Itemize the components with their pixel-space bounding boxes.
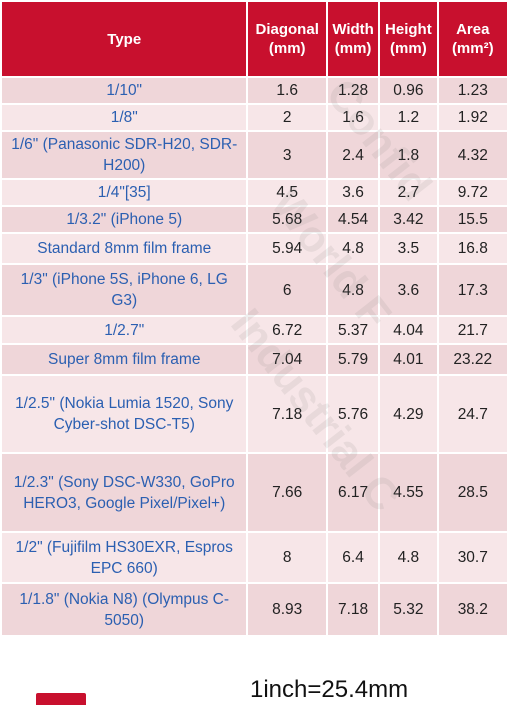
cell-height: 2.7 (380, 180, 437, 205)
cell-diagonal: 2 (248, 105, 326, 130)
cell-area: 23.22 (438, 345, 507, 374)
cell-type: 1/2.5" (Nokia Lumia 1520, Sony Cyber-sho… (2, 376, 247, 452)
cell-diagonal: 4.5 (248, 180, 326, 205)
table-row: 1/2.3" (Sony DSC-W330, GoPro HERO3, Goog… (2, 454, 507, 531)
cell-width: 4.8 (327, 234, 379, 263)
cell-type: 1/6" (Panasonic SDR-H20, SDR-H200) (2, 132, 247, 178)
cell-type: 1/1.8" (Nokia N8) (Olympus C-5050) (2, 584, 247, 635)
cell-diagonal: 8 (248, 533, 326, 582)
cell-diagonal: 1.6 (248, 78, 326, 103)
cell-area: 4.32 (438, 132, 507, 178)
sensor-size-table: Type Diagonal (mm) Width (mm) Height (mm… (0, 0, 509, 637)
cell-area: 38.2 (438, 584, 507, 635)
cell-diagonal: 5.68 (248, 207, 326, 232)
header-diagonal: Diagonal (mm) (248, 2, 326, 76)
table-row: 1/3" (iPhone 5S, iPhone 6, LG G3) 6 4.8 3.6… (2, 265, 507, 315)
cell-type: 1/10" (2, 78, 247, 103)
table-row: 1/6" (Panasonic SDR-H20, SDR-H200) 3 2.4 1.… (2, 132, 507, 178)
cell-area: 16.8 (438, 234, 507, 263)
cell-width: 6.17 (327, 454, 379, 531)
cell-width: 6.4 (327, 533, 379, 582)
cell-width: 3.6 (327, 180, 379, 205)
cell-area: 28.5 (438, 454, 507, 531)
table-row: Standard 8mm film frame 5.94 4.8 3.5 16.8 (2, 234, 507, 263)
table-row: 1/8" 2 1.6 1.2 1.92 (2, 105, 507, 130)
cell-type: 1/2.7" (2, 317, 247, 343)
cell-area: 1.23 (438, 78, 507, 103)
cell-height: 3.6 (380, 265, 437, 315)
cell-height: 5.32 (380, 584, 437, 635)
cell-height: 3.42 (380, 207, 437, 232)
cell-width: 4.54 (327, 207, 379, 232)
cell-diagonal: 6.72 (248, 317, 326, 343)
cell-diagonal: 7.18 (248, 376, 326, 452)
header-type: Type (2, 2, 247, 76)
cell-area: 24.7 (438, 376, 507, 452)
table-body: 1/10" 1.6 1.28 0.96 1.23 1/8" 2 1.6 1.2 1.92 1/6" … (2, 78, 507, 635)
cell-width: 4.8 (327, 265, 379, 315)
cell-area: 21.7 (438, 317, 507, 343)
cell-area: 1.92 (438, 105, 507, 130)
cell-height: 4.55 (380, 454, 437, 531)
cell-height: 4.01 (380, 345, 437, 374)
cell-width: 2.4 (327, 132, 379, 178)
logo-icon (36, 693, 86, 705)
cell-diagonal: 5.94 (248, 234, 326, 263)
cell-height: 4.04 (380, 317, 437, 343)
cell-area: 15.5 (438, 207, 507, 232)
cell-area: 30.7 (438, 533, 507, 582)
cell-diagonal: 8.93 (248, 584, 326, 635)
table-row: 1/2.7" 6.72 5.37 4.04 21.7 (2, 317, 507, 343)
header-height: Height (mm) (380, 2, 437, 76)
table-header: Type Diagonal (mm) Width (mm) Height (mm… (2, 2, 507, 76)
cell-width: 5.76 (327, 376, 379, 452)
cell-width: 1.28 (327, 78, 379, 103)
cell-type: 1/8" (2, 105, 247, 130)
cell-height: 3.5 (380, 234, 437, 263)
cell-height: 4.29 (380, 376, 437, 452)
cell-type: Standard 8mm film frame (2, 234, 247, 263)
cell-type: Super 8mm film frame (2, 345, 247, 374)
cell-width: 7.18 (327, 584, 379, 635)
table-row: 1/2.5" (Nokia Lumia 1520, Sony Cyber-sho… (2, 376, 507, 452)
cell-type: 1/2" (Fujifilm HS30EXR, Espros EPC 660) (2, 533, 247, 582)
cell-area: 17.3 (438, 265, 507, 315)
unit-conversion-note: 1inch=25.4mm (250, 676, 409, 703)
cell-type: 1/3" (iPhone 5S, iPhone 6, LG G3) (2, 265, 247, 315)
table-row: Super 8mm film frame 7.04 5.79 4.01 23.22 (2, 345, 507, 374)
table-row: 1/1.8" (Nokia N8) (Olympus C-5050) 8.93 7.… (2, 584, 507, 635)
cell-diagonal: 7.04 (248, 345, 326, 374)
header-area: Area (mm²) (438, 2, 507, 76)
table-row: 1/3.2" (iPhone 5) 5.68 4.54 3.42 15.5 (2, 207, 507, 232)
cell-type: 1/2.3" (Sony DSC-W330, GoPro HERO3, Goog… (2, 454, 247, 531)
header-width: Width (mm) (327, 2, 379, 76)
cell-diagonal: 6 (248, 265, 326, 315)
table-row: 1/10" 1.6 1.28 0.96 1.23 (2, 78, 507, 103)
cell-height: 4.8 (380, 533, 437, 582)
cell-width: 5.37 (327, 317, 379, 343)
table-row: 1/4"[35] 4.5 3.6 2.7 9.72 (2, 180, 507, 205)
cell-width: 5.79 (327, 345, 379, 374)
cell-diagonal: 3 (248, 132, 326, 178)
cell-type: 1/4"[35] (2, 180, 247, 205)
cell-area: 9.72 (438, 180, 507, 205)
cell-height: 0.96 (380, 78, 437, 103)
cell-type: 1/3.2" (iPhone 5) (2, 207, 247, 232)
header-row: Type Diagonal (mm) Width (mm) Height (mm… (2, 2, 507, 76)
cell-height: 1.2 (380, 105, 437, 130)
footer: 1inch=25.4mm (0, 662, 509, 705)
cell-height: 1.8 (380, 132, 437, 178)
cell-diagonal: 7.66 (248, 454, 326, 531)
cell-width: 1.6 (327, 105, 379, 130)
table-row: 1/2" (Fujifilm HS30EXR, Espros EPC 660) 8… (2, 533, 507, 582)
